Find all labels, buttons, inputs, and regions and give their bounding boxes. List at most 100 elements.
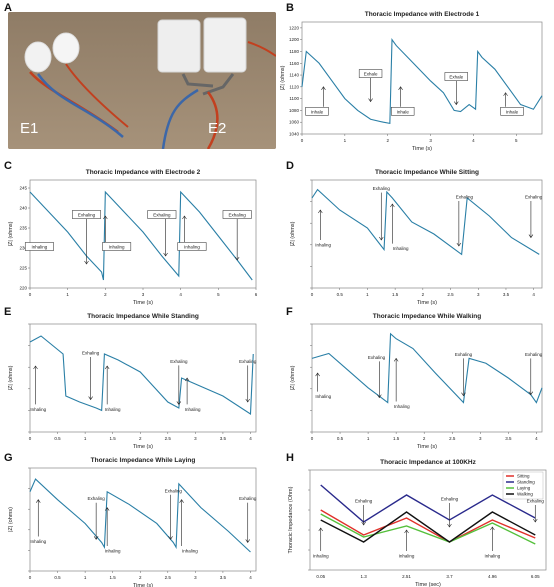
x-tick-label: 4.96 bbox=[488, 574, 497, 579]
annotation-label: Exhaling bbox=[78, 213, 96, 218]
x-tick-label: 4 bbox=[249, 436, 252, 441]
x-tick-label: 2.5 bbox=[165, 436, 172, 441]
x-tick-label: 2 bbox=[139, 575, 142, 580]
x-tick-label: 3 bbox=[429, 138, 432, 143]
annotation-arrowhead bbox=[398, 86, 403, 91]
x-axis-label: Time (s) bbox=[133, 583, 153, 587]
annotation-arrowhead bbox=[93, 536, 99, 540]
annotation-label: Exhaling bbox=[527, 499, 545, 504]
x-tick-label: 2.51 bbox=[402, 574, 411, 579]
annotation-label: Exhale bbox=[364, 72, 378, 77]
annotation-arrowhead bbox=[528, 391, 534, 396]
annotation-arrowhead bbox=[456, 242, 462, 247]
y-tick-label: 1100 bbox=[289, 96, 299, 101]
x-tick-label: 3 bbox=[477, 292, 480, 297]
x-axis-label: Time (s) bbox=[412, 146, 432, 152]
series-line-standing bbox=[320, 484, 536, 523]
y-tick-label: 1140 bbox=[289, 73, 299, 78]
x-tick-label: 1 bbox=[367, 436, 370, 441]
chart-title: Thoracic Impedance While Sitting bbox=[375, 169, 479, 176]
annotation-label: Inhale bbox=[397, 109, 410, 114]
annotation-box bbox=[358, 69, 383, 78]
annotation-label: Exhaling bbox=[456, 195, 474, 200]
series-line bbox=[311, 188, 540, 256]
y-axis-label: |Z| (ohms) bbox=[8, 365, 14, 390]
x-tick-label: 4 bbox=[472, 138, 475, 143]
legend-entry: Standing bbox=[517, 480, 535, 485]
annotation-label: Inhaling bbox=[32, 245, 48, 250]
x-tick-label: 4 bbox=[249, 575, 252, 580]
x-tick-label: 3.5 bbox=[220, 436, 227, 441]
panel-label-g: G bbox=[4, 452, 13, 464]
chart-g-group: Thoracic Impedance While Laying Time (s) |… bbox=[8, 457, 257, 587]
annotation-arrowhead bbox=[245, 539, 250, 544]
annotation-label: Exhaling bbox=[153, 213, 171, 218]
annotation-label: Inhaling bbox=[315, 394, 331, 399]
chart-title: Thoracic Impedance While Walking bbox=[373, 313, 482, 320]
x-tick-label: 1.5 bbox=[393, 436, 400, 441]
y-axis-label: Thoracic Impedance (Ohm) bbox=[288, 486, 294, 553]
panel-label-c: C bbox=[4, 160, 12, 172]
x-tick-label: 1 bbox=[66, 292, 69, 297]
annotation-arrowhead bbox=[176, 401, 182, 405]
annotation-arrowhead bbox=[368, 98, 373, 103]
annotation-label: Inhaling bbox=[313, 554, 329, 559]
plot-frame bbox=[29, 467, 257, 572]
panel-label-a: A bbox=[4, 2, 12, 14]
plot-frame bbox=[29, 323, 257, 433]
annotation-arrowhead bbox=[404, 529, 409, 534]
legend-entry: Sitting bbox=[517, 474, 530, 479]
annotation-label: Exhaling bbox=[455, 352, 473, 357]
annotation-box bbox=[305, 107, 329, 116]
annotation-arrowhead bbox=[315, 372, 320, 377]
photo-label-e1: E1 bbox=[20, 120, 39, 137]
annotation-box bbox=[222, 210, 252, 219]
annotation-label: Inhaling bbox=[30, 539, 46, 544]
series-line bbox=[29, 190, 253, 281]
annotation-box bbox=[102, 242, 132, 251]
electrode-photo: E1 E2 bbox=[8, 12, 276, 149]
x-tick-label: 0 bbox=[29, 575, 32, 580]
panel-label-e: E bbox=[4, 306, 12, 318]
y-axis-label: |Z| (ohms) bbox=[290, 221, 296, 246]
y-tick-label: 1160 bbox=[289, 61, 299, 66]
x-tick-label: 1.5 bbox=[110, 436, 117, 441]
annotation-box bbox=[391, 107, 415, 116]
x-tick-label: 0.5 bbox=[54, 436, 61, 441]
x-tick-label: 4 bbox=[179, 292, 182, 297]
annotation-label: Inhaling bbox=[399, 554, 415, 559]
annotation-label: Exhaling bbox=[239, 359, 257, 364]
y-tick-label: 1120 bbox=[289, 84, 299, 89]
annotation-label: Inhaling bbox=[394, 404, 410, 409]
annotation-label: Exhale bbox=[449, 75, 463, 80]
x-tick-label: 0 bbox=[29, 436, 32, 441]
x-axis-label: Time (s) bbox=[417, 444, 437, 450]
x-tick-label: 5 bbox=[217, 292, 220, 297]
x-tick-label: 1 bbox=[84, 436, 87, 441]
y-axis-label: |Z| (ohms) bbox=[8, 507, 14, 532]
y-tick-label: 240 bbox=[19, 206, 27, 211]
x-tick-label: 2 bbox=[104, 292, 107, 297]
annotation-arrowhead bbox=[533, 518, 538, 523]
y-tick-label: 225 bbox=[19, 266, 27, 271]
series-line-laying bbox=[320, 513, 536, 545]
annotation-label: Exhaling bbox=[82, 351, 100, 356]
annotation-box bbox=[72, 210, 101, 219]
annotation-label: Exhaling bbox=[88, 496, 106, 501]
chart-title: Thoracic Impedance at 100KHz bbox=[380, 459, 476, 466]
annotation-label: Exhaling bbox=[373, 186, 391, 191]
annotation-label: Inhaling bbox=[30, 407, 46, 412]
annotation-arrowhead bbox=[318, 527, 323, 532]
annotation-label: Inhaling bbox=[182, 548, 198, 553]
annotation-arrowhead bbox=[377, 394, 382, 399]
annotation-box bbox=[500, 107, 524, 116]
annotation-arrowhead bbox=[33, 365, 38, 370]
annotation-label: Exhaling bbox=[525, 352, 543, 357]
x-axis-label: Time (s) bbox=[133, 300, 153, 306]
series-line bbox=[29, 478, 251, 553]
annotation-label: Inhaling bbox=[105, 548, 121, 553]
annotation-arrowhead bbox=[490, 526, 495, 531]
chart-h-group: Thoracic Impedance at 100KHz Time (sec) Th… bbox=[288, 459, 547, 587]
